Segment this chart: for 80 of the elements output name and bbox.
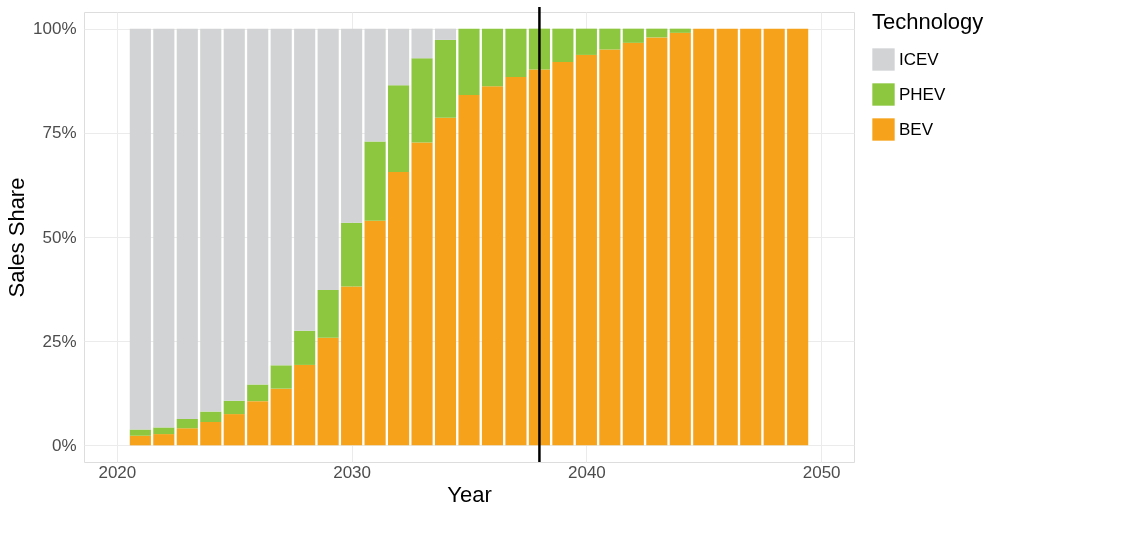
bar (575, 28, 597, 55)
bar (247, 401, 269, 446)
x-tick-label: 2050 (802, 462, 841, 482)
bar (129, 429, 151, 436)
bar (622, 42, 644, 446)
bar (223, 414, 245, 446)
y-tick-label: 0% (51, 435, 77, 455)
bar (341, 28, 363, 223)
bar (200, 411, 222, 422)
bar (223, 400, 245, 415)
bar (200, 422, 222, 446)
bar (294, 28, 316, 331)
bar (388, 172, 410, 446)
legend-label: PHEV (899, 84, 946, 104)
bar (341, 222, 363, 287)
bar (646, 37, 668, 446)
x-tick-label: 2020 (98, 462, 137, 482)
bar (434, 117, 457, 446)
bar (411, 58, 433, 143)
bar (129, 435, 151, 446)
bar (763, 28, 785, 446)
bar (247, 384, 269, 402)
bar (481, 28, 504, 87)
bar (129, 28, 151, 430)
bar (153, 427, 175, 435)
bar (364, 220, 386, 446)
bar (294, 330, 316, 365)
bar (458, 28, 480, 95)
bar (153, 28, 175, 428)
bar (317, 289, 339, 338)
bar (599, 28, 621, 50)
y-tick-label: 75% (42, 123, 77, 143)
bar (787, 28, 809, 446)
bar (434, 39, 457, 118)
legend-label: BEV (899, 119, 934, 139)
bar (364, 141, 386, 221)
y-tick-label: 100% (33, 19, 77, 39)
bar (669, 28, 691, 33)
bar (270, 365, 292, 389)
bar (716, 28, 738, 446)
bar (270, 28, 292, 366)
bar (693, 28, 715, 446)
bar (294, 364, 316, 446)
bar (388, 85, 410, 172)
bar (176, 28, 198, 420)
bar (153, 434, 175, 446)
x-axis-title: Year (447, 481, 492, 507)
bar (364, 28, 386, 142)
bar (223, 28, 245, 401)
legend-label: ICEV (899, 49, 940, 69)
bar (505, 28, 527, 77)
bar (247, 28, 269, 385)
y-tick-label: 25% (42, 331, 77, 351)
legend-title: Technology (872, 9, 984, 34)
bar (552, 28, 574, 62)
bar (505, 77, 527, 446)
bar (341, 286, 363, 446)
bar (740, 28, 762, 446)
bar (669, 32, 691, 446)
bar (176, 419, 198, 429)
bar (200, 28, 222, 412)
bar (317, 28, 339, 290)
bar (622, 28, 644, 43)
bar (458, 94, 480, 446)
bar (481, 86, 504, 446)
x-tick-label: 2040 (567, 462, 606, 482)
bar (317, 337, 339, 446)
bar (434, 28, 457, 40)
bar (388, 28, 410, 86)
bar (599, 49, 621, 446)
bar (411, 142, 433, 446)
x-tick-label: 2030 (333, 462, 372, 482)
bar (646, 28, 668, 38)
bar (270, 388, 292, 446)
bar (575, 54, 597, 446)
y-tick-label: 50% (42, 227, 77, 247)
bar (411, 28, 433, 59)
y-axis-title: Sales Share (4, 177, 30, 298)
bar (552, 62, 574, 446)
bar (176, 428, 198, 446)
